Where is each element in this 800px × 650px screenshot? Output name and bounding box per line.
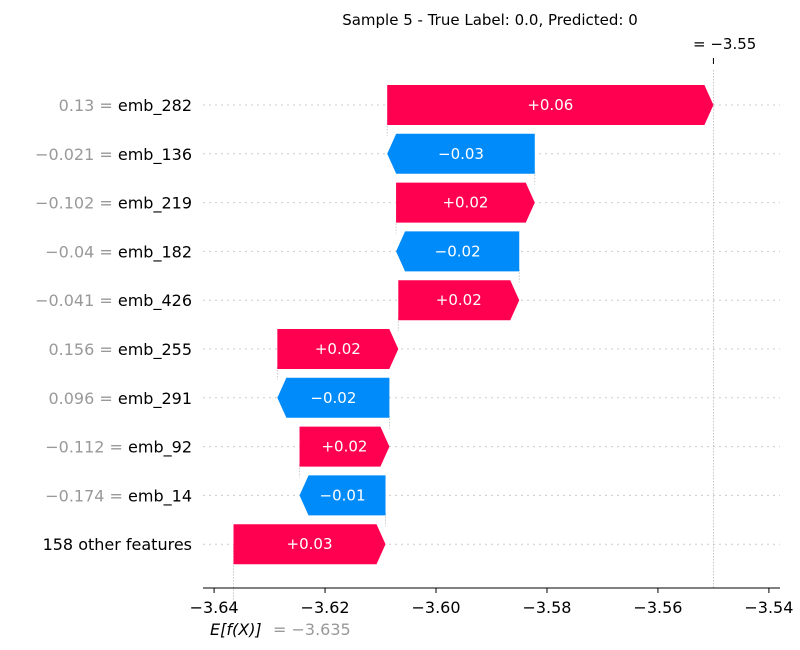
- bar-positive: [277, 329, 399, 369]
- bar-value-label: +0.02: [315, 340, 361, 358]
- bar-value-label: +0.03: [287, 535, 333, 553]
- bar-value-label: +0.06: [527, 96, 573, 114]
- x-tick-label: −3.56: [633, 598, 682, 617]
- bar-positive: [387, 85, 714, 125]
- feature-labels: 0.13 = emb_282 −0.021 = emb_136 −0.102 = e…: [35, 96, 192, 554]
- feature-name: emb_291: [118, 389, 192, 409]
- feature-name: emb_255: [118, 340, 192, 360]
- bars: +0.06 −0.03 +0.02 −0.02 +0.02 +0.02 −0.02 +0.02…: [233, 85, 714, 565]
- bar-positive: [398, 280, 520, 321]
- bar-negative: [396, 231, 520, 272]
- feature-name: emb_136: [118, 145, 192, 165]
- feature-label: 0.156 = emb_255: [48, 340, 192, 360]
- bar-positive: [299, 426, 390, 467]
- x-tick-label: −3.60: [412, 598, 461, 617]
- feature-label: −0.112 = emb_92: [45, 438, 192, 458]
- feature-value: 0.096 =: [48, 389, 117, 408]
- bar-positive: [233, 524, 386, 565]
- feature-label: 158 other features: [43, 535, 192, 554]
- bar-value-label: −0.02: [435, 242, 481, 260]
- bar-value-label: +0.02: [321, 438, 367, 456]
- feature-name: emb_14: [128, 486, 192, 506]
- bar-positive: [396, 182, 535, 223]
- feature-label: 0.13 = emb_282: [59, 96, 192, 116]
- bar-negative: [299, 475, 386, 516]
- feature-label: −0.102 = emb_219: [35, 194, 192, 214]
- feature-name: emb_282: [118, 96, 192, 116]
- feature-label: −0.021 = emb_136: [35, 145, 192, 165]
- bar-value-label: −0.02: [310, 389, 356, 407]
- x-axis: −3.64 −3.62 −3.60 −3.58 −3.56 −3.54: [190, 587, 793, 617]
- feature-name: emb_219: [118, 194, 192, 214]
- x-tick-label: −3.64: [190, 598, 239, 617]
- bar-value-label: −0.03: [438, 145, 484, 163]
- base-value-symbol: E[f(X)]: [210, 620, 262, 639]
- x-tick-label: −3.62: [301, 598, 350, 617]
- x-tick-label: −3.54: [744, 598, 793, 617]
- base-value-label: E[f(X)] = −3.635: [210, 620, 351, 639]
- feature-value: −0.021 =: [35, 145, 118, 164]
- feature-value: −0.174 =: [45, 486, 128, 505]
- fx-label: = −3.55: [693, 35, 756, 53]
- bar-negative: [387, 133, 535, 174]
- feature-name: emb_182: [118, 242, 192, 262]
- bar-value-label: +0.02: [442, 194, 488, 212]
- feature-value: −0.041 =: [35, 291, 118, 310]
- bar-negative: [277, 377, 390, 418]
- feature-name: emb_92: [128, 438, 192, 458]
- base-value-text: = −3.635: [273, 620, 351, 639]
- feature-value: −0.112 =: [45, 438, 128, 457]
- x-tick-label: −3.58: [522, 598, 571, 617]
- feature-label: 0.096 = emb_291: [48, 389, 192, 409]
- connector-lines: [233, 58, 714, 612]
- feature-label: −0.174 = emb_14: [45, 486, 192, 506]
- feature-name: 158 other features: [43, 535, 192, 554]
- feature-value: −0.04 =: [45, 242, 118, 261]
- feature-value: 0.13 =: [59, 96, 118, 115]
- feature-label: −0.041 = emb_426: [35, 291, 192, 311]
- bar-value-label: +0.02: [436, 291, 482, 309]
- feature-label: −0.04 = emb_182: [45, 242, 192, 262]
- chart-title: Sample 5 - True Label: 0.0, Predicted: 0: [342, 11, 638, 29]
- feature-value: −0.102 =: [35, 194, 118, 213]
- feature-value: 0.156 =: [48, 340, 117, 359]
- feature-name: emb_426: [118, 291, 192, 311]
- bar-value-label: −0.01: [320, 486, 366, 504]
